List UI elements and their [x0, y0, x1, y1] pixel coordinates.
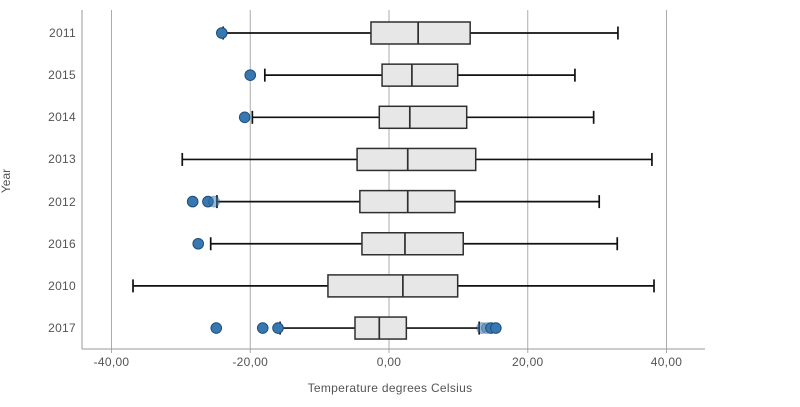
box[interactable] [370, 21, 471, 45]
outlier-dot[interactable] [192, 237, 205, 250]
outlier-dot[interactable] [256, 322, 269, 334]
box-row-2015 [244, 63, 576, 87]
box-row-2014 [238, 105, 595, 130]
y-tick-label: 2014 [48, 110, 76, 125]
y-tick-label: 2012 [48, 194, 76, 209]
outlier-dot[interactable] [216, 27, 228, 39]
box-row-2013 [181, 147, 653, 172]
y-tick-label: 2013 [48, 152, 76, 167]
y-axis-title: Year [0, 168, 13, 194]
box[interactable] [381, 63, 459, 87]
box-row-2017 [210, 316, 502, 340]
box-row-2010 [132, 274, 655, 298]
x-tick-label: -40,00 [93, 355, 130, 369]
outlier-dot[interactable] [490, 322, 502, 334]
outlier-dot[interactable] [186, 195, 199, 208]
outlier-dot[interactable] [210, 322, 223, 334]
x-axis-title: Temperature degrees Celsius [307, 381, 473, 395]
box-row-2016 [192, 232, 619, 256]
x-tick-label: 20,00 [511, 355, 544, 369]
box-row-2011 [216, 21, 619, 45]
box[interactable] [361, 232, 464, 256]
box-row-2012 [186, 189, 601, 214]
x-tick-label: -20,00 [232, 355, 269, 369]
outlier-dot[interactable] [238, 111, 251, 124]
y-tick-label: 2011 [48, 26, 76, 40]
box[interactable] [327, 274, 459, 298]
x-tick-label: 40,00 [650, 355, 683, 369]
y-tick-label: 2015 [48, 68, 76, 83]
box[interactable] [354, 316, 408, 340]
y-tick-label: 2017 [48, 321, 76, 336]
x-tick-label: 0,00 [376, 355, 402, 369]
outlier-dot[interactable] [244, 69, 257, 81]
y-tick-label: 2010 [48, 278, 76, 293]
box[interactable] [356, 147, 477, 172]
y-tick-label: 2016 [48, 236, 76, 251]
box[interactable] [378, 105, 468, 130]
outlier-dot[interactable] [208, 195, 220, 208]
outlier-dot[interactable] [272, 322, 284, 334]
